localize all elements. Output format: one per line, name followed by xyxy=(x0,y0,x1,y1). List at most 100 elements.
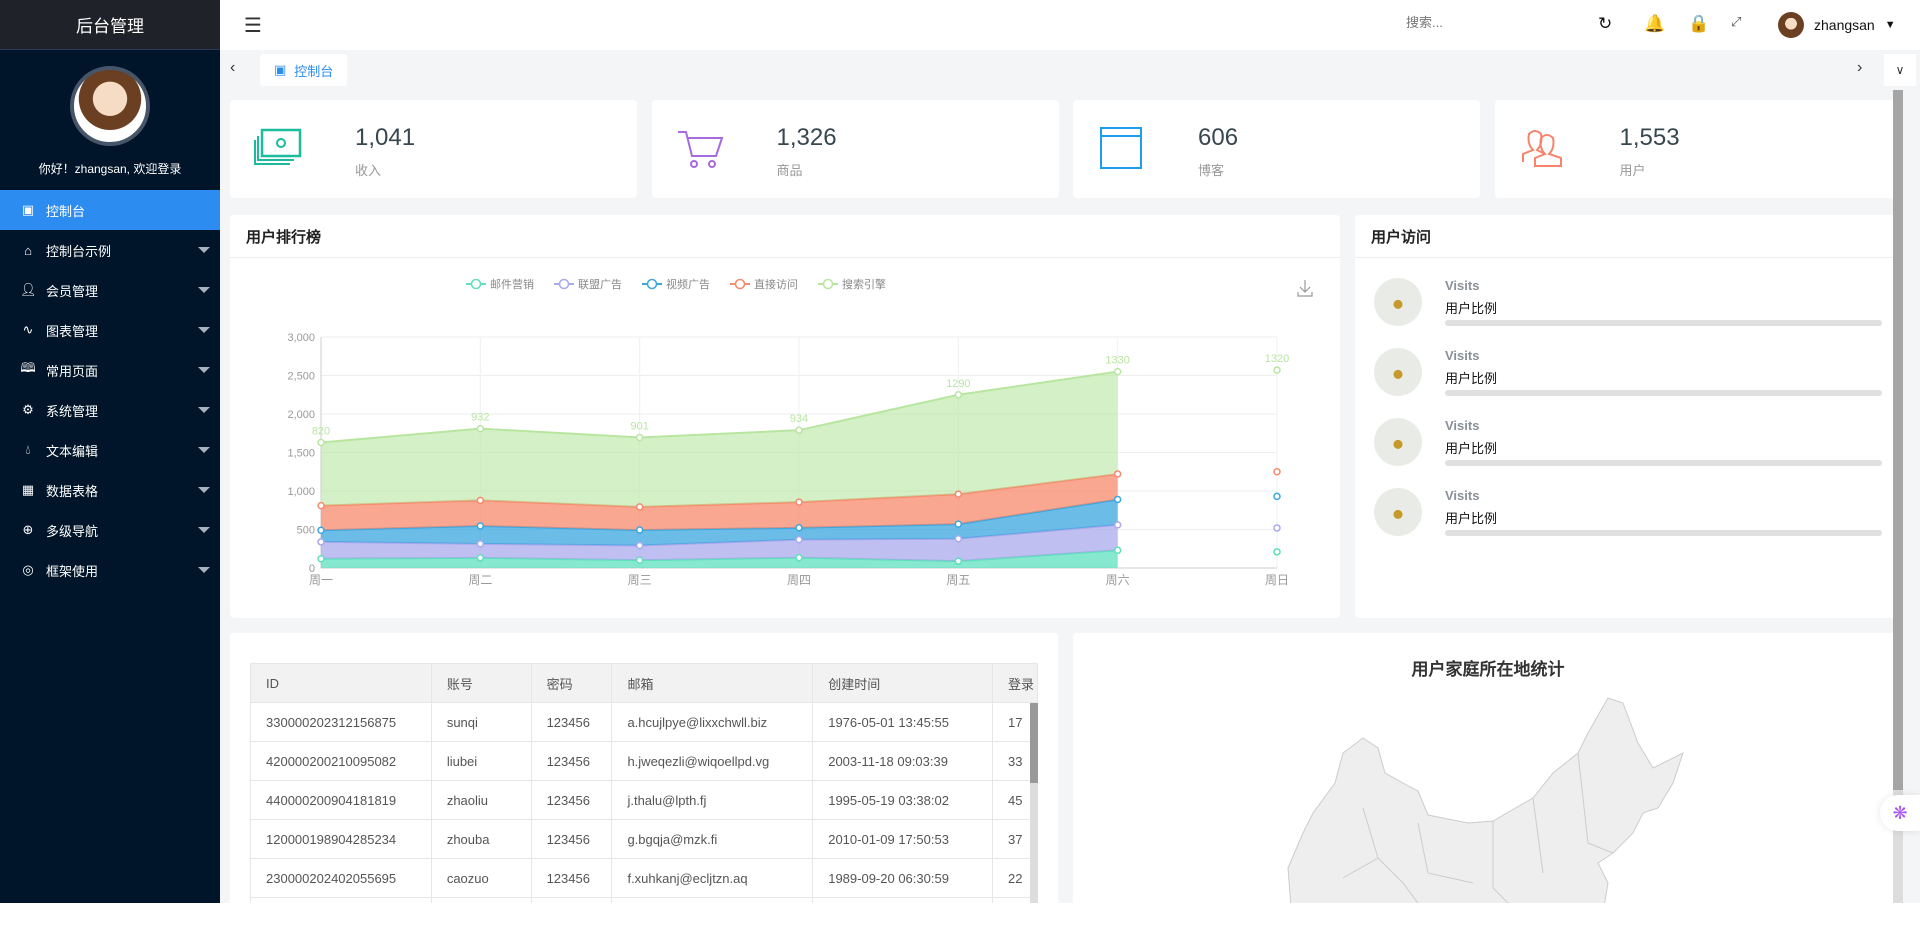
data-point[interactable] xyxy=(954,490,963,498)
data-point[interactable] xyxy=(476,540,485,548)
assistant-brain-button[interactable]: ❋ xyxy=(1880,795,1920,831)
data-point[interactable] xyxy=(1273,492,1281,501)
legend-item[interactable]: 直接访问 xyxy=(730,277,798,291)
table-cell: 440000200904181819 xyxy=(250,780,432,820)
tab-dashboard[interactable]: ▣ 控制台 xyxy=(260,54,348,86)
stat-value: 1,326 xyxy=(776,124,837,151)
china-map[interactable] xyxy=(1073,673,1903,903)
column-header[interactable]: 登录 xyxy=(991,663,1039,703)
data-point[interactable] xyxy=(635,433,644,442)
data-point[interactable] xyxy=(1113,521,1122,529)
sidebar-item-label: 会员管理 xyxy=(46,283,99,299)
column-header[interactable]: ID xyxy=(250,663,432,703)
data-point[interactable] xyxy=(1273,524,1281,532)
column-header[interactable]: 密码 xyxy=(530,663,613,703)
menu-fold-icon[interactable]: ☰ xyxy=(244,14,262,37)
data-point[interactable] xyxy=(317,538,325,546)
data-point[interactable] xyxy=(795,553,803,562)
search-input[interactable] xyxy=(1406,15,1546,30)
refresh-icon[interactable]: ↻ xyxy=(1598,14,1613,33)
avatar[interactable] xyxy=(70,66,150,146)
table-row[interactable]: 120000198904285234 zhouba 123456 g.bgqja@mz… xyxy=(250,819,1039,859)
data-label: 1320 xyxy=(1265,353,1289,365)
caret-down-icon xyxy=(198,327,210,333)
table-row[interactable]: 330000202312156875 sunqi 123456 a.hcujlpye@… xyxy=(250,702,1039,742)
user-menu[interactable]: zhangsan ▼ xyxy=(1778,12,1896,38)
visit-subtitle: 用户比例 xyxy=(1445,301,1498,316)
data-point[interactable] xyxy=(1113,470,1122,478)
download-icon[interactable] xyxy=(1297,280,1313,297)
table-row[interactable]: 230000202402055695 caozuo 123456 f.xuhkanj@… xyxy=(250,858,1039,898)
user-avatar xyxy=(1778,12,1804,38)
data-point[interactable] xyxy=(635,556,644,564)
data-point[interactable] xyxy=(795,535,803,544)
data-point[interactable] xyxy=(795,498,803,506)
column-header[interactable]: 账号 xyxy=(430,663,532,703)
page-scrollbar[interactable] xyxy=(1893,90,1903,903)
tab-dropdown-icon[interactable]: ∨ xyxy=(1884,54,1916,86)
stat-label: 用户 xyxy=(1619,163,1646,178)
data-point[interactable] xyxy=(635,526,644,534)
column-header[interactable]: 邮箱 xyxy=(611,663,814,703)
area-4 xyxy=(321,371,1118,507)
sidebar-item-0[interactable]: ▣ 控制台 xyxy=(0,190,220,230)
data-point[interactable] xyxy=(954,520,963,528)
header: ☰ ↻ 🔔 🔒 ⤢ zhangsan ▼ xyxy=(220,0,1920,50)
data-point[interactable] xyxy=(476,424,485,433)
data-point[interactable] xyxy=(954,391,963,399)
legend-item[interactable]: 邮件营销 xyxy=(466,277,534,291)
data-point[interactable] xyxy=(1113,367,1122,376)
table-scrollbar[interactable] xyxy=(1030,703,1038,903)
visit-title: Visits xyxy=(1445,278,1480,293)
sidebar-item-6[interactable]: 💧︎ 文本编辑 xyxy=(0,430,220,470)
sidebar-item-4[interactable]: 🕮 常用页面 xyxy=(0,350,220,390)
table-row[interactable]: 420000200210095082 liubei 123456 h.jweqezli… xyxy=(250,741,1039,781)
legend-item[interactable]: 联盟广告 xyxy=(554,278,622,291)
tab-scroll-right-icon[interactable]: › xyxy=(1857,59,1863,76)
data-point[interactable] xyxy=(476,554,485,562)
data-point[interactable] xyxy=(954,557,963,565)
user-table: ID 账号 密码 邮箱 创建时间 登录 330000202312156875 sunqi 123… xyxy=(250,663,1039,903)
data-point[interactable] xyxy=(635,503,644,511)
data-point[interactable] xyxy=(795,426,803,434)
table-cell: 123456 xyxy=(530,819,613,859)
ok-icon: ◎ xyxy=(22,562,34,577)
data-point[interactable] xyxy=(1273,548,1281,556)
data-point[interactable] xyxy=(476,522,485,530)
data-point[interactable] xyxy=(317,438,325,447)
bell-icon[interactable]: 🔔 xyxy=(1644,14,1666,33)
sidebar-item-1[interactable]: ⌂ 控制台示例 xyxy=(0,230,220,270)
data-point[interactable] xyxy=(476,496,485,505)
sidebar-item-9[interactable]: ◎ 框架使用 xyxy=(0,550,220,590)
column-header[interactable]: 创建时间 xyxy=(812,663,993,703)
legend-item[interactable]: 搜索引擎 xyxy=(818,277,886,291)
x-tick-label: 周一 xyxy=(309,573,333,587)
data-point[interactable] xyxy=(317,555,325,563)
sidebar-item-2[interactable]: 👤︎ 会员管理 xyxy=(0,270,220,310)
data-label: 820 xyxy=(312,425,330,437)
data-point[interactable] xyxy=(1113,546,1122,555)
data-point[interactable] xyxy=(317,526,325,535)
table-row[interactable]: 440000200904181819 zhaoliu 123456 j.thalu@l… xyxy=(250,780,1039,820)
data-point[interactable] xyxy=(795,524,803,532)
fullscreen-icon[interactable]: ⤢ xyxy=(1731,14,1742,29)
sidebar-item-3[interactable]: ∿ 图表管理 xyxy=(0,310,220,350)
sidebar-item-7[interactable]: ▦ 数据表格 xyxy=(0,470,220,510)
welcome-text: 你好！zhangsan, 欢迎登录 xyxy=(38,162,182,176)
lock-icon[interactable]: 🔒 xyxy=(1688,14,1710,33)
sidebar-item-5[interactable]: ⚙ 系统管理 xyxy=(0,390,220,430)
data-point[interactable] xyxy=(635,541,644,550)
sidebar-item-8[interactable]: ⊕ 多级导航 xyxy=(0,510,220,550)
data-point[interactable] xyxy=(1273,366,1281,374)
data-point[interactable] xyxy=(1113,495,1122,504)
legend-item[interactable]: 视频广告 xyxy=(642,277,710,291)
table-cell: 330000202312156875 xyxy=(250,702,432,742)
stat-card[interactable]: 1,326 商品 xyxy=(651,100,1059,198)
data-point[interactable] xyxy=(317,501,325,510)
stat-card[interactable]: 606 博客 xyxy=(1073,100,1480,198)
data-point[interactable] xyxy=(1273,468,1281,476)
stat-card[interactable]: 1,041 收入 xyxy=(230,100,637,198)
data-point[interactable] xyxy=(954,534,963,543)
tab-scroll-left-icon[interactable]: ‹ xyxy=(230,59,236,76)
stat-card[interactable]: 1,553 用户 xyxy=(1494,100,1902,198)
